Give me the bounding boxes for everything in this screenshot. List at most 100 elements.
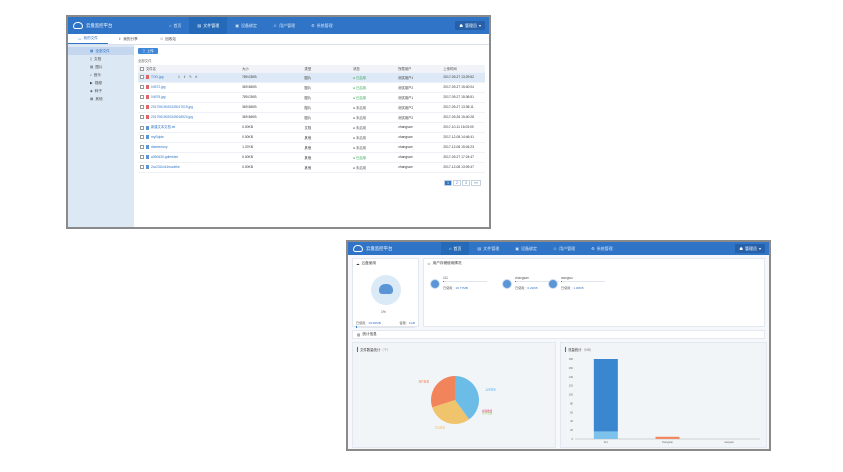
file-status[interactable]: ● 已启用 — [353, 72, 399, 83]
file-name[interactable]: mySqlde — [151, 134, 164, 139]
file-name[interactable]: 2cc232d.64muoithe — [151, 164, 180, 169]
torrent-icon: ◈ — [90, 89, 93, 93]
row-checkbox[interactable] — [140, 115, 144, 120]
table-row[interactable]: a050630.gdfmktxe 0.00KB 其他 ● 已启用 zhangsan 201… — [138, 152, 485, 163]
file-name[interactable]: TOG.jpg — [151, 74, 164, 79]
file-manager-screenshot: 云盘监控平台 ⌂ 首页 ▤ 文件管理 ▣ 设备绑定 ☺ 用户管理 ⚙ 系统管理 ☗ 管理员 ▾… — [66, 15, 491, 229]
sidebar-item-images[interactable]: ▨ 图片 — [90, 64, 103, 70]
file-icon — [146, 165, 149, 170]
user-used: 已使用：1.00KB — [561, 286, 584, 290]
file-name[interactable]: 04975.jpg — [151, 94, 166, 99]
tab-my-shares[interactable]: ⇪ 我的分享 — [118, 36, 138, 42]
edit-icon[interactable]: ✎ — [188, 74, 192, 79]
sidebar-item-video[interactable]: ▶ 视频 — [90, 80, 102, 86]
row-checkbox[interactable] — [140, 145, 144, 150]
sidebar-item-docs[interactable]: ▯ 文档 — [90, 56, 102, 62]
home-icon: ⌂ — [169, 23, 172, 28]
nav-devices[interactable]: ▣ 设备绑定 — [515, 245, 537, 252]
bar[interactable] — [593, 359, 618, 432]
nav-home[interactable]: ⌂ 首页 — [169, 22, 182, 29]
row-checkbox[interactable] — [140, 85, 144, 90]
file-type: 图片 — [304, 82, 354, 93]
nav-users[interactable]: ☺ 用户管理 — [272, 22, 296, 29]
table-row[interactable]: 04972.jpg 369.56KB 图片 ● 已启用 测试用户2 2017-09-27 … — [138, 82, 485, 93]
pie-slice[interactable] — [432, 400, 470, 424]
file-status[interactable]: ● 已启用 — [353, 82, 399, 93]
file-icon — [146, 155, 149, 160]
row-checkbox[interactable] — [140, 155, 144, 160]
y-tick-label: 180 — [569, 357, 574, 361]
row-checkbox[interactable] — [140, 125, 144, 130]
row-checkbox[interactable] — [140, 105, 144, 110]
table-row[interactable]: mySqlde 0.00KB 其他 ● 未启用 zhangsan 2017-12-08 1… — [138, 132, 485, 143]
row-checkbox[interactable] — [140, 135, 144, 140]
share-icon[interactable]: ⇪ — [183, 74, 186, 79]
file-status[interactable]: ● 未启用 — [353, 162, 399, 173]
file-icon — [146, 125, 149, 130]
pie-slice[interactable] — [431, 376, 455, 408]
file-status[interactable]: ● 已启用 — [353, 92, 399, 103]
chart-icon: ▥ — [357, 332, 361, 337]
table-row[interactable]: dtamemory 1.37KB 其他 ● 未启用 zhangsan 2017-12-08… — [138, 142, 485, 153]
table-row[interactable]: 新建文本文档.txt 0.00KB 文档 ● 未启用 zhangsan 2017-10-1… — [138, 122, 485, 133]
file-status[interactable]: ● 未启用 — [353, 132, 399, 143]
delete-icon[interactable]: ✕ — [194, 74, 198, 79]
table-row[interactable]: 2cc232d.64muoithe 0.00KB 其他 ● 未启用 zhangsan 20… — [138, 162, 485, 173]
row-checkbox[interactable] — [140, 95, 144, 100]
sidebar-item-all[interactable]: ▦ 全部文件 — [68, 47, 134, 55]
user-storage-item: wangwu 已使用：1.00KB — [548, 276, 608, 296]
nav-system[interactable]: ⚙ 系统管理 — [591, 245, 613, 252]
nav-home[interactable]: ⌂ 首页 — [441, 242, 470, 255]
nav-system[interactable]: ⚙ 系统管理 — [311, 22, 333, 29]
upload-time: 2017-09-27 13:35:11 — [443, 102, 485, 113]
file-status[interactable]: ● 已启用 — [353, 152, 399, 163]
pagination: 1 2 3 »» — [138, 179, 481, 186]
download-icon[interactable]: ⇩ — [177, 74, 181, 79]
bar-segment[interactable] — [593, 431, 618, 439]
sidebar-item-torrent[interactable]: ◈ 种子 — [90, 88, 102, 94]
page-last[interactable]: »» — [471, 179, 481, 186]
select-all-checkbox[interactable] — [140, 66, 144, 71]
page-2[interactable]: 2 — [453, 179, 461, 186]
file-name[interactable]: 新建文本文档.txt — [151, 125, 176, 130]
page-3[interactable]: 3 — [462, 179, 470, 186]
sidebar: ▦ 全部文件 ▯ 文档 ▨ 图片 ♪ 音乐 ▶ 视频 ◈ 种子 ▤ 其他 — [68, 45, 134, 227]
nav-users[interactable]: ☺ 用户管理 — [552, 245, 576, 252]
nav-devices[interactable]: ▣ 设备绑定 — [235, 22, 257, 29]
tab-my-files[interactable]: ▭ 我的文件 — [68, 34, 108, 44]
bar[interactable] — [655, 436, 680, 439]
user-menu[interactable]: ☗ 管理员 ▾ — [735, 244, 765, 253]
status-dot-icon: ● — [353, 145, 356, 150]
upload-button[interactable]: ⇧ 上传 — [138, 48, 158, 54]
file-name[interactable]: 20170619020349017019.jpg — [151, 104, 193, 109]
pie-slice[interactable] — [455, 376, 479, 420]
file-name[interactable]: 20170619020349018920.jpg — [151, 114, 193, 119]
upload-time: 2017-10-11 16:03:00 — [443, 122, 485, 133]
table-row[interactable]: 20170619020349018920.jpg 369.56KB 图片 ● 未启用测… — [138, 112, 485, 123]
cloud-icon — [73, 22, 83, 29]
table-row[interactable]: 20170619020349017019.jpg 369.56KB 图片 ● 未启用测… — [138, 102, 485, 113]
file-status[interactable]: ● 未启用 — [353, 102, 399, 113]
sidebar-item-music[interactable]: ♪ 音乐 — [90, 72, 101, 78]
file-status[interactable]: ● 未启用 — [353, 122, 399, 133]
table-row[interactable]: 04975.jpg 789.03KB 图片 ● 已启用 测试用户1 2017-09-27 … — [138, 92, 485, 103]
file-status[interactable]: ● 未启用 — [353, 142, 399, 153]
storage-cloud-icon — [371, 275, 401, 305]
file-name[interactable]: 04972.jpg — [151, 84, 166, 89]
storage-used: 已使用：16.99MB — [356, 321, 381, 325]
table-row[interactable]: TOG.jpg ⇩ ⇪ ✎ ✕ 789.03KB 图片 ● 已启用 测试用户1 2017-09-2… — [138, 72, 485, 83]
row-checkbox[interactable] — [140, 75, 144, 80]
file-name[interactable]: a050630.gdfmktxe — [151, 154, 179, 159]
user-avatar-icon: ☗ — [739, 246, 743, 251]
tab-recycle-bin[interactable]: ♲ 回收站 — [159, 36, 176, 42]
row-checkbox[interactable] — [140, 165, 144, 170]
file-name[interactable]: dtamemory — [151, 144, 168, 149]
nav-files[interactable]: ▤ 文件管理 — [189, 17, 228, 34]
file-status[interactable]: ● 未启用 — [353, 112, 399, 123]
upload-time: 2017-12-08 14:46:41 — [443, 132, 485, 143]
sidebar-item-other[interactable]: ▤ 其他 — [90, 96, 103, 102]
nav-files[interactable]: ▤ 文件管理 — [477, 245, 500, 252]
user-storage-card: ☺ 用户存储使用情况 111 已使用：16.77MB zhangsan 已使用：0.22… — [423, 258, 765, 327]
user-menu[interactable]: ☗ 管理员 ▾ — [455, 21, 485, 30]
page-1[interactable]: 1 — [444, 179, 452, 186]
